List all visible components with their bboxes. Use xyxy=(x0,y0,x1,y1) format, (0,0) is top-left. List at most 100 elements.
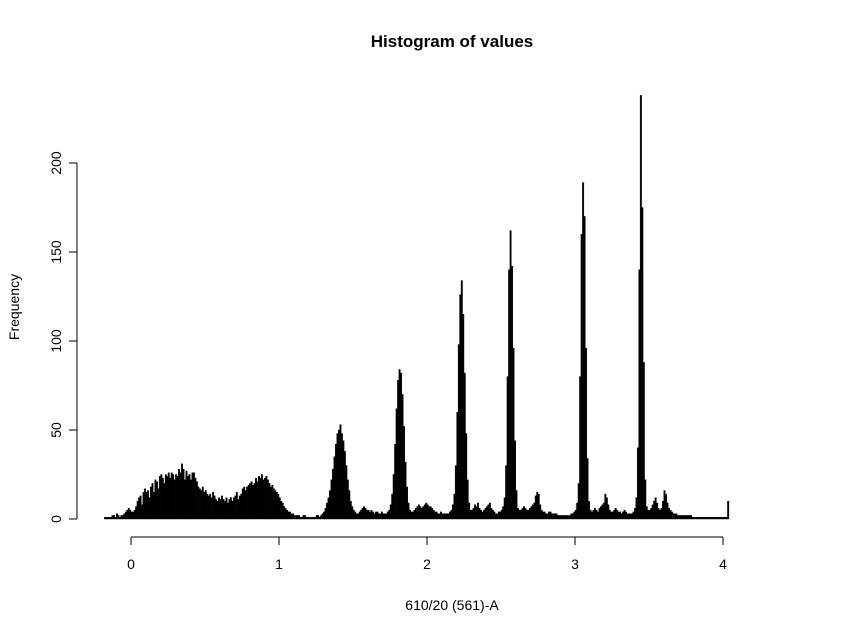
histogram-bar xyxy=(521,508,524,520)
histogram-bar xyxy=(198,488,201,520)
histogram-bar xyxy=(703,517,706,520)
histogram-bar xyxy=(564,515,567,520)
histogram-bar xyxy=(509,230,512,520)
histogram-bar xyxy=(645,506,648,520)
histogram-bar xyxy=(576,502,579,520)
histogram-bar xyxy=(628,513,630,520)
histogram-bar xyxy=(398,369,401,520)
histogram-bar xyxy=(463,372,466,520)
histogram-bar xyxy=(641,207,644,520)
histogram-bar xyxy=(657,508,660,520)
histogram-bar xyxy=(515,490,518,520)
histogram-bar xyxy=(126,509,129,520)
histogram-bar xyxy=(367,509,370,520)
histogram-bar xyxy=(416,506,419,520)
x-tick-label: 3 xyxy=(571,556,579,572)
histogram-bar xyxy=(327,497,330,520)
histogram-bar xyxy=(694,517,697,520)
histogram-bar xyxy=(619,511,622,520)
histogram-bar xyxy=(127,508,130,520)
histogram-bar xyxy=(685,515,688,520)
histogram-bar xyxy=(314,517,317,520)
histogram-bar xyxy=(216,501,219,520)
histogram-bar xyxy=(570,513,573,520)
histogram-bar xyxy=(348,490,351,520)
histogram-bar xyxy=(662,501,665,520)
histogram-bar xyxy=(594,508,596,520)
histogram-bar xyxy=(597,511,599,520)
histogram-bar xyxy=(705,517,707,520)
histogram-bar xyxy=(139,495,142,520)
histogram-bar xyxy=(676,515,679,520)
histogram-bar xyxy=(110,517,112,520)
histogram-bar xyxy=(583,216,586,520)
histogram-bar xyxy=(443,513,445,520)
histogram-bar xyxy=(394,444,397,520)
histogram-bar xyxy=(346,479,349,520)
x-axis: 0 1 2 3 4 xyxy=(127,536,727,572)
histogram-bar xyxy=(449,511,451,520)
histogram-bar xyxy=(599,506,602,520)
histogram-bar xyxy=(352,509,355,520)
histogram-bar xyxy=(121,515,124,520)
histogram-bar xyxy=(351,506,354,520)
histogram-bar xyxy=(206,493,209,520)
histogram-bar xyxy=(333,456,336,520)
histogram-bar xyxy=(555,513,558,520)
histogram-bar xyxy=(480,509,482,520)
histogram-bar xyxy=(693,517,696,520)
histogram-bar xyxy=(158,476,161,520)
histogram-bar xyxy=(151,483,154,520)
histogram-bar xyxy=(253,483,256,520)
histogram-bar xyxy=(523,506,525,520)
histogram-bar xyxy=(562,515,565,520)
histogram-bar xyxy=(185,470,188,520)
histogram-bar xyxy=(574,509,577,520)
histogram-bar xyxy=(438,513,441,520)
histogram-bar xyxy=(465,433,468,520)
histogram-bar xyxy=(228,499,231,520)
histogram-bar xyxy=(691,517,694,520)
histogram-bar xyxy=(663,490,666,520)
histogram-bar xyxy=(305,517,308,520)
histogram-bar xyxy=(114,517,117,520)
histogram-bar xyxy=(323,511,326,520)
histogram-bar xyxy=(712,517,715,520)
histogram-bar xyxy=(135,506,138,520)
histogram-bar xyxy=(605,497,608,520)
x-tick-label: 4 xyxy=(719,556,727,572)
histogram-bar xyxy=(672,513,675,520)
histogram-bar xyxy=(133,509,136,520)
histogram-bar xyxy=(699,517,702,520)
histogram-bar xyxy=(493,511,496,520)
histogram-bar xyxy=(617,511,620,520)
histogram-bar xyxy=(187,476,189,520)
y-tick-label: 0 xyxy=(48,515,64,523)
histogram-bar xyxy=(355,513,358,520)
histogram-bar xyxy=(708,517,710,520)
histogram-bar xyxy=(620,513,623,520)
histogram-bar xyxy=(326,502,329,520)
histogram-bar xyxy=(543,511,546,520)
histogram-bar xyxy=(303,515,306,520)
histogram-bar xyxy=(552,513,555,520)
histogram-bar xyxy=(184,479,186,520)
histogram-bar xyxy=(244,490,247,520)
histogram-bar xyxy=(709,517,712,520)
histogram-bar xyxy=(343,451,346,520)
histogram-bar xyxy=(195,481,198,520)
histogram-bar xyxy=(499,511,502,520)
histogram-bar xyxy=(602,502,605,520)
histogram-bar xyxy=(315,515,318,520)
histogram-bar xyxy=(608,509,611,520)
histogram-bar xyxy=(280,501,283,520)
histogram-bar xyxy=(249,483,252,520)
histogram-bar xyxy=(610,511,613,520)
histogram-bar xyxy=(422,506,425,520)
histogram-bar xyxy=(497,511,500,520)
histogram-bar xyxy=(145,492,148,520)
x-axis-label: 610/20 (561)-A xyxy=(405,597,499,613)
histogram-bar xyxy=(157,488,160,520)
histogram-bar xyxy=(240,493,243,520)
